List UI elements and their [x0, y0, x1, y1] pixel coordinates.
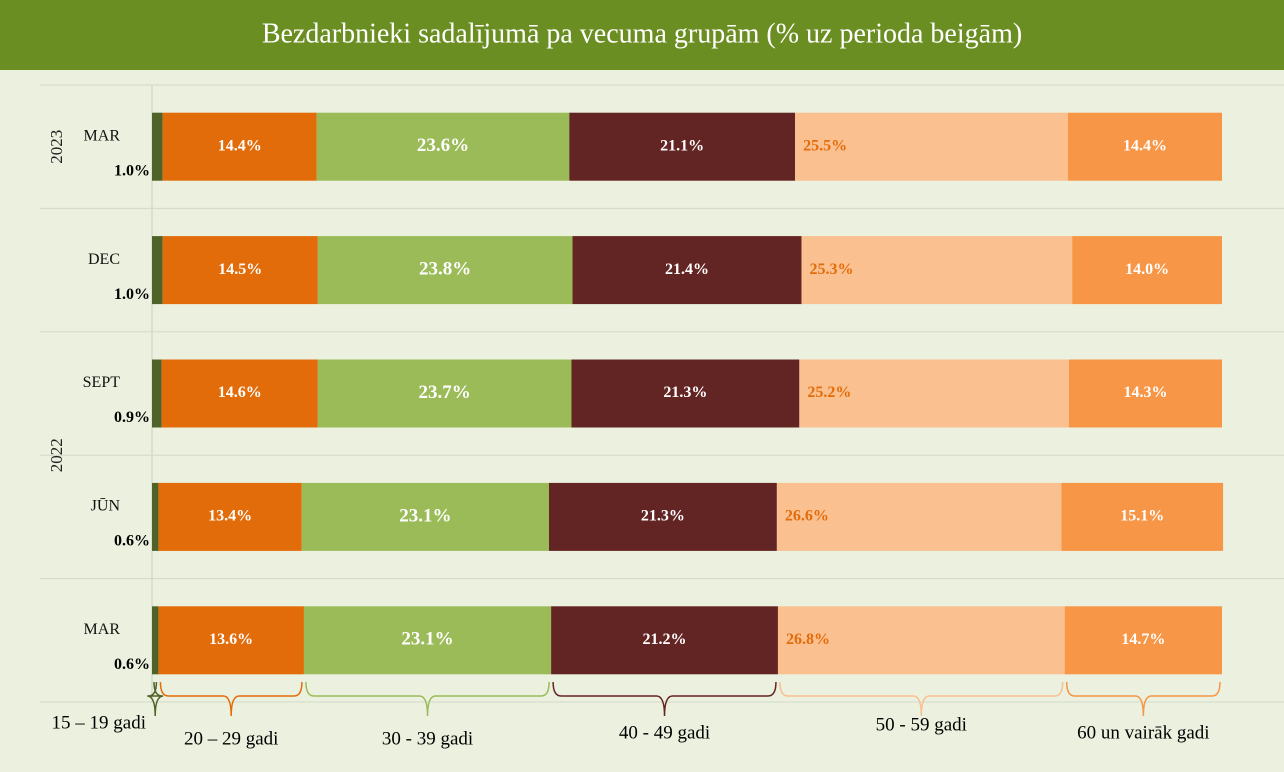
bar-segment: [569, 112, 796, 181]
value-label: 21.1%: [660, 137, 704, 154]
value-label: 14.6%: [218, 384, 262, 401]
bar-segment: [162, 236, 318, 305]
bar-segment: [776, 482, 1062, 551]
bar-segment: [551, 606, 778, 675]
value-label: 0.9%: [114, 409, 150, 426]
legend-brace: [552, 681, 777, 717]
legend-brace: [1065, 681, 1221, 717]
value-label: 13.4%: [208, 508, 252, 525]
chart-title: Bezdarbnieki sadalījumā pa vecuma grupām…: [262, 18, 1022, 49]
bar-segment: [152, 236, 163, 305]
value-label: 0.6%: [114, 656, 150, 673]
bar-segment: [152, 482, 159, 551]
value-label: 23.1%: [401, 629, 453, 650]
legend-brace: [159, 681, 303, 717]
value-label: 0.6%: [114, 533, 150, 550]
bar-segment: [1064, 606, 1222, 675]
legend-label: 20 – 29 gadi: [184, 728, 278, 749]
bar-segment: [795, 112, 1068, 181]
bar-segment: [303, 606, 552, 675]
bar-segment: [548, 482, 777, 551]
bar-segment: [158, 482, 302, 551]
bar-segment: [152, 112, 163, 181]
value-label: 1.0%: [114, 286, 150, 303]
bar-segment: [572, 236, 802, 305]
legend-label: 60 un vairāk gadi: [1077, 722, 1209, 743]
bar-segment: [152, 606, 159, 675]
value-label: 23.1%: [399, 505, 451, 526]
bar-segment: [316, 112, 570, 181]
bar-segment: [317, 359, 572, 428]
legend-brace: [147, 681, 164, 717]
category-label: MAR: [84, 127, 121, 144]
value-label: 14.7%: [1121, 631, 1165, 648]
value-label: 14.0%: [1125, 261, 1169, 278]
category-label: SEPT: [83, 374, 121, 391]
value-label: 25.2%: [807, 384, 851, 401]
bar-segment: [301, 482, 549, 551]
group-label: 2022: [47, 438, 66, 472]
bar-segment: [571, 359, 800, 428]
value-label: 14.4%: [218, 137, 262, 154]
bar-segment: [1061, 482, 1224, 551]
category-label: MAR: [84, 621, 121, 638]
value-label: 1.0%: [114, 162, 150, 179]
bar-segment: [317, 236, 573, 305]
legend-label: 40 - 49 gadi: [619, 722, 710, 743]
bar-segment: [1068, 359, 1222, 428]
value-label: 26.6%: [785, 508, 829, 525]
value-label: 14.4%: [1123, 137, 1167, 154]
bar-segment: [799, 359, 1069, 428]
title-bar: [0, 0, 1284, 70]
value-label: 14.3%: [1123, 384, 1167, 401]
value-label: 25.3%: [809, 261, 853, 278]
value-label: 21.3%: [641, 508, 685, 525]
value-label: 21.3%: [663, 384, 707, 401]
value-label: 23.7%: [419, 382, 471, 403]
value-label: 23.8%: [419, 258, 471, 279]
value-label: 25.5%: [803, 137, 847, 154]
bar-segment: [161, 359, 318, 428]
value-label: 13.6%: [209, 631, 253, 648]
bar-segment: [777, 606, 1065, 675]
bar-segment: [158, 606, 304, 675]
legend-brace: [779, 681, 1064, 717]
legend-label: 30 - 39 gadi: [382, 728, 473, 749]
value-label: 26.8%: [786, 631, 830, 648]
value-label: 23.6%: [417, 135, 469, 156]
value-label: 21.2%: [643, 631, 687, 648]
legend-label: 15 – 19 gadi: [52, 712, 146, 733]
category-label: DEC: [88, 251, 120, 268]
value-label: 15.1%: [1120, 508, 1164, 525]
bar-segment: [152, 359, 162, 428]
value-label: 14.5%: [218, 261, 262, 278]
value-label: 21.4%: [665, 261, 709, 278]
legend-label: 50 - 59 gadi: [876, 714, 967, 735]
legend-brace: [305, 681, 550, 717]
bar-segment: [162, 112, 317, 181]
bar-segment: [1072, 236, 1222, 305]
category-label: JŪN: [91, 498, 121, 515]
bar-segment: [801, 236, 1073, 305]
group-label: 2023: [47, 130, 66, 164]
bar-segment: [1067, 112, 1222, 181]
